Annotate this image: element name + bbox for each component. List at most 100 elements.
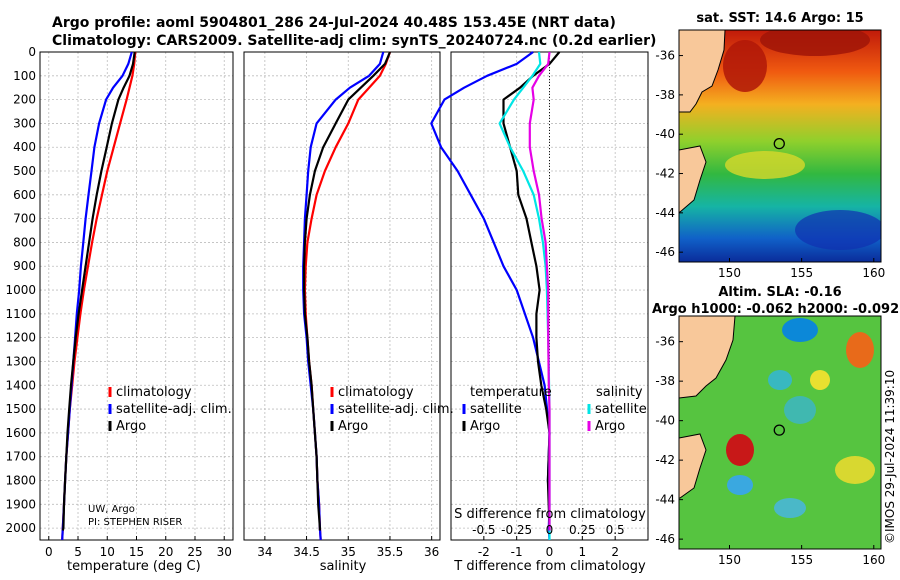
- depth-tick-label: 300: [13, 116, 36, 130]
- sla-mid-patch: [835, 456, 875, 484]
- sla-map-ytick-label: -44: [655, 493, 675, 507]
- difference-top-label: S difference from climatology: [454, 507, 646, 522]
- salinity-legend-label: climatology: [338, 385, 414, 400]
- difference-xtick-label: -2: [478, 545, 490, 559]
- temperature-xtick-label: 20: [158, 545, 173, 559]
- salinity-xtick-label: 34: [257, 545, 272, 559]
- sla-map-ytick-label: -46: [655, 532, 675, 546]
- difference-series-t-argo: [502, 51, 561, 531]
- salinity-xlabel: salinity: [320, 559, 367, 574]
- salinity-legend-label: satellite-adj. clim.: [338, 402, 454, 417]
- sla-map-title-line1: Altim. SLA: -0.16: [718, 285, 841, 300]
- difference-top-tick-label: 0.25: [569, 523, 596, 537]
- sla-low-4: [727, 475, 753, 495]
- salinity-xtick-label: 35: [341, 545, 356, 559]
- sst-warm-band: [760, 30, 870, 56]
- depth-tick-label: 1500: [5, 402, 36, 416]
- temperature-xtick-label: 15: [129, 545, 144, 559]
- depth-tick-label: 400: [13, 140, 36, 154]
- difference-legend-s-title: salinity: [596, 385, 643, 400]
- salinity-xtick-label: 36: [424, 545, 439, 559]
- depth-tick-label: 700: [13, 212, 36, 226]
- sla-low-3: [784, 396, 816, 424]
- sla-map-title-line2: Argo h1000: -0.062 h2000: -0.092: [652, 302, 899, 317]
- sst-map-ytick-label: -42: [655, 167, 675, 181]
- sst-map-xtick-label: 155: [790, 266, 813, 280]
- difference-top-tick-label: 0.5: [606, 523, 625, 537]
- difference-legend-t-title: temperature: [470, 385, 552, 400]
- depth-tick-label: 500: [13, 164, 36, 178]
- sst-warm-eddy: [723, 40, 767, 92]
- depth-tick-label: 1000: [5, 283, 36, 297]
- temperature-xtick-label: 25: [187, 545, 202, 559]
- difference-series-s-argo: [528, 51, 551, 531]
- difference-xtick-label: 2: [611, 545, 619, 559]
- sla-map-xtick-label: 160: [862, 553, 885, 567]
- temperature-legend-label: Argo: [116, 419, 146, 434]
- sst-map-ytick-label: -36: [655, 49, 675, 63]
- temperature-xtick-label: 5: [74, 545, 82, 559]
- temperature-panel: 0 5 10 15 20 25 300100200300400500600700800900…: [5, 45, 234, 559]
- depth-tick-label: 0: [28, 45, 36, 59]
- sla-low-2: [768, 370, 792, 390]
- depth-tick-label: 800: [13, 235, 36, 249]
- temperature-xtick-label: 10: [100, 545, 115, 559]
- difference-xtick-label: 0: [546, 545, 554, 559]
- sla-argo-marker: [773, 424, 785, 436]
- sst-cold-patch: [795, 210, 881, 250]
- depth-tick-label: 200: [13, 93, 36, 107]
- sst-map-ytick-label: -40: [655, 127, 675, 141]
- depth-tick-label: 600: [13, 188, 36, 202]
- salinity-series-satellite-adj-clim-: [302, 51, 385, 541]
- temperature-xtick-label: 30: [217, 545, 232, 559]
- figure-title-line1: Argo profile: aoml 5904801_286 24-Jul-20…: [52, 15, 616, 31]
- depth-tick-label: 1600: [5, 426, 36, 440]
- depth-tick-label: 2000: [5, 521, 36, 535]
- depth-tick-label: 1100: [5, 307, 36, 321]
- figure-title-line2: Climatology: CARS2009. Satellite-adj cli…: [52, 33, 657, 49]
- salinity-series-argo: [303, 51, 392, 531]
- sla-map-ytick-label: -38: [655, 374, 675, 388]
- sla-map: 150 155 160 -36 -38 -40 -42 -44 -46: [655, 315, 885, 567]
- credit-line1: UW, Argo: [88, 504, 135, 515]
- copyright-stamp: ©IMOS 29-Jul-2024 11:39:10: [883, 370, 897, 544]
- temperature-series-argo: [61, 51, 136, 531]
- depth-tick-label: 1700: [5, 450, 36, 464]
- sst-map-frame: [678, 29, 882, 263]
- difference-series-s-satellite: [498, 51, 551, 540]
- temperature-legend-label: climatology: [116, 385, 192, 400]
- sla-high-1: [846, 332, 874, 368]
- difference-s-legend-label: Argo: [595, 419, 625, 434]
- sst-map: 150 155 160 -36 -38 -40 -42 -44 -46: [655, 29, 885, 280]
- salinity-panel: 34 34.5 35 35.5 36 climatology satellite-adj. …: [243, 51, 454, 559]
- credit-line2: PI: STEPHEN RISER: [88, 517, 182, 528]
- sst-map-title: sat. SST: 14.6 Argo: 15: [696, 11, 863, 26]
- depth-tick-label: 1200: [5, 331, 36, 345]
- sla-low-1: [782, 318, 818, 342]
- sst-map-ytick-label: -44: [655, 206, 675, 220]
- difference-series-t-satellite: [430, 51, 551, 541]
- sst-mid-patch: [725, 151, 805, 179]
- sla-map-frame: [678, 315, 882, 550]
- sla-map-xtick-label: 150: [718, 553, 741, 567]
- sla-map-xtick-label: 155: [790, 553, 813, 567]
- temperature-legend-label: satellite-adj. clim.: [116, 402, 232, 417]
- sst-land-mainland: [679, 30, 726, 113]
- difference-xlabel: T difference from climatology: [453, 559, 646, 574]
- difference-panel: -2 -1 0 1 2 -0.5 -0.25 0 0.25 0.5 temperature salin…: [430, 51, 649, 559]
- sla-map-ytick-label: -40: [655, 414, 675, 428]
- sla-low-5: [774, 498, 806, 518]
- sla-map-ytick-label: -36: [655, 335, 675, 349]
- difference-xtick-label: 1: [579, 545, 587, 559]
- sst-map-ytick-label: -46: [655, 245, 675, 259]
- sst-map-xtick-label: 160: [862, 266, 885, 280]
- temperature-series-satellite-adj-clim-: [61, 51, 133, 541]
- sst-map-ytick-label: -38: [655, 88, 675, 102]
- depth-tick-label: 900: [13, 259, 36, 273]
- depth-tick-label: 1800: [5, 473, 36, 487]
- sla-land-mainland: [679, 316, 736, 399]
- difference-top-tick-label: 0: [546, 523, 554, 537]
- sla-high-3: [810, 370, 830, 390]
- sla-map-ytick-label: -42: [655, 453, 675, 467]
